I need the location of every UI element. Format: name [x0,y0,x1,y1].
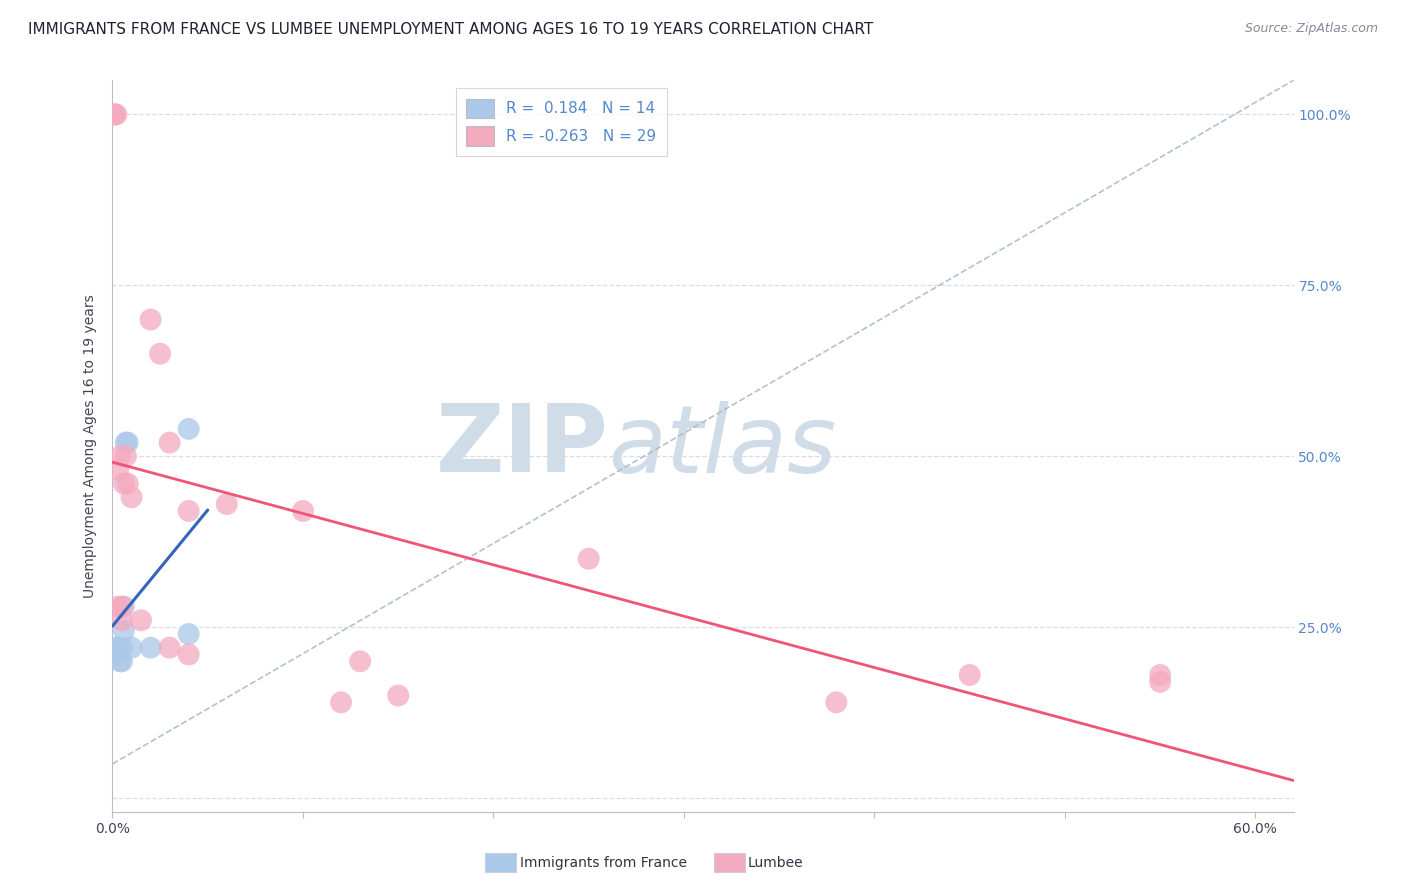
Point [107,463,129,477]
Point [121,490,143,504]
Point [107,640,129,655]
Y-axis label: Unemployment Among Ages 16 to 19 years: Unemployment Among Ages 16 to 19 years [83,294,97,598]
Text: atlas: atlas [609,401,837,491]
Text: IMMIGRANTS FROM FRANCE VS LUMBEE UNEMPLOYMENT AMONG AGES 16 TO 19 YEARS CORRELAT: IMMIGRANTS FROM FRANCE VS LUMBEE UNEMPLO… [28,22,873,37]
Point [111,613,134,627]
Point [111,654,134,668]
Point [330,695,353,709]
Point [105,107,128,121]
Text: Source: ZipAtlas.com: Source: ZipAtlas.com [1244,22,1378,36]
Point [177,627,200,641]
Point [112,599,135,614]
Text: Immigrants from France: Immigrants from France [520,855,688,870]
Point [117,476,139,491]
Text: Lumbee: Lumbee [748,855,804,870]
Point [114,435,136,450]
Point [177,422,200,436]
Point [177,648,200,662]
Point [149,347,172,361]
Point [215,497,238,511]
Point [103,107,125,121]
Point [177,504,200,518]
Legend: R =  0.184   N = 14, R = -0.263   N = 29: R = 0.184 N = 14, R = -0.263 N = 29 [456,88,666,156]
Point [129,613,152,627]
Point [117,435,139,450]
Point [112,624,135,638]
Point [103,107,125,121]
Point [107,599,129,614]
Point [103,648,125,662]
Point [578,551,600,566]
Point [121,640,143,655]
Point [291,504,314,518]
Point [159,435,181,450]
Point [114,449,136,463]
Point [387,689,409,703]
Point [1149,668,1171,682]
Point [105,640,128,655]
Point [108,654,131,668]
Text: ZIP: ZIP [436,400,609,492]
Point [112,476,135,491]
Point [111,599,134,614]
Point [111,640,134,655]
Point [108,449,131,463]
Point [959,668,981,682]
Point [139,312,162,326]
Point [349,654,371,668]
Point [159,640,181,655]
Point [139,640,162,655]
Point [1149,674,1171,689]
Point [825,695,848,709]
